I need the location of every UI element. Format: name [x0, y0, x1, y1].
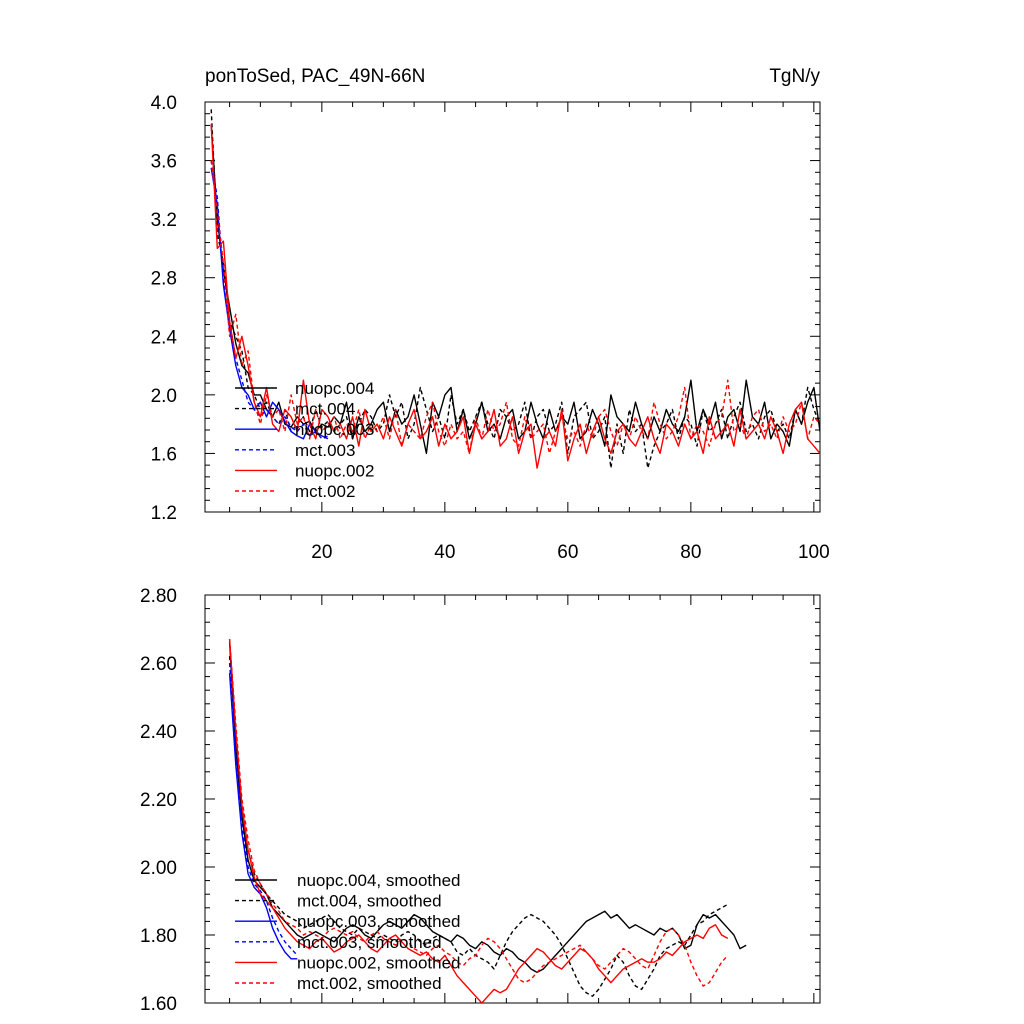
y-tick-label: 1.60: [140, 994, 177, 1015]
x-tick-label: 60: [557, 542, 578, 563]
chart-1: 20 40 60 80 100 1.2 1.6 2.0 2.4 2.8 3.2 3.6 4.0 ponTo…: [151, 66, 830, 563]
y-tick-label: 2.60: [140, 654, 177, 675]
series-line-mct-002: [210, 160, 820, 455]
legend-label: mct.004: [295, 400, 355, 419]
legend-label: nuopc.004: [295, 379, 374, 398]
x-tick-label: 100: [798, 542, 830, 563]
legend-label: mct.002, smoothed: [297, 974, 442, 993]
series-line-nuopc-002: [210, 123, 820, 469]
legend-label: mct.003: [295, 441, 355, 460]
legend-label: nuopc.003, smoothed: [297, 912, 461, 931]
series-line-nuopc-002-smoothed: [228, 639, 729, 1003]
chart-title-left: ponToSed, PAC_49N-66N: [205, 66, 425, 87]
legend-label: mct.004, smoothed: [297, 892, 442, 911]
y-tick-label: 1.2: [151, 503, 177, 524]
y-tick-label: 2.8: [151, 269, 177, 290]
y-tick-label: 3.6: [151, 152, 177, 173]
y-tick-label: 1.6: [151, 444, 177, 465]
series-group: [228, 639, 747, 1003]
y-tick-label: 2.80: [140, 586, 177, 607]
legend-label: nuopc.004, smoothed: [297, 871, 461, 890]
chart-units-label: TgN/y: [769, 66, 820, 87]
y-tick-label: 2.4: [151, 327, 178, 348]
legend-label: nuopc.003: [295, 420, 374, 439]
series-line-mct-004-smoothed: [228, 656, 729, 997]
series-line-mct-002-smoothed: [228, 639, 729, 987]
plot-frame: [204, 101, 821, 513]
series-line-mct-004: [210, 109, 820, 469]
series-line-nuopc-004-smoothed: [228, 642, 747, 974]
x-tick-label: 40: [434, 542, 455, 563]
y-tick-label: 4.0: [151, 93, 177, 114]
y-tick-label: 1.80: [140, 926, 177, 947]
legend-label: mct.002: [295, 482, 355, 501]
y-tick-label: 2.0: [151, 386, 177, 407]
y-tick-label: 3.2: [151, 210, 177, 231]
y-tick-label: 2.40: [140, 722, 177, 743]
series-line-mct-003-smoothed: [228, 662, 298, 956]
y-tick-label: 2.00: [140, 858, 177, 879]
x-tick-label: 80: [680, 542, 701, 563]
legend-label: nuopc.002, smoothed: [297, 953, 461, 972]
x-tick-label: 20: [311, 542, 332, 563]
legend-label: nuopc.002: [295, 461, 374, 480]
series-group: [210, 109, 820, 469]
y-tick-label: 2.20: [140, 790, 177, 811]
legend-label: mct.003, smoothed: [297, 933, 442, 952]
chart-2: 1.60 1.80 2.00 2.20 2.40 2.60 2.80 nuopc.004, s…: [140, 586, 821, 1015]
